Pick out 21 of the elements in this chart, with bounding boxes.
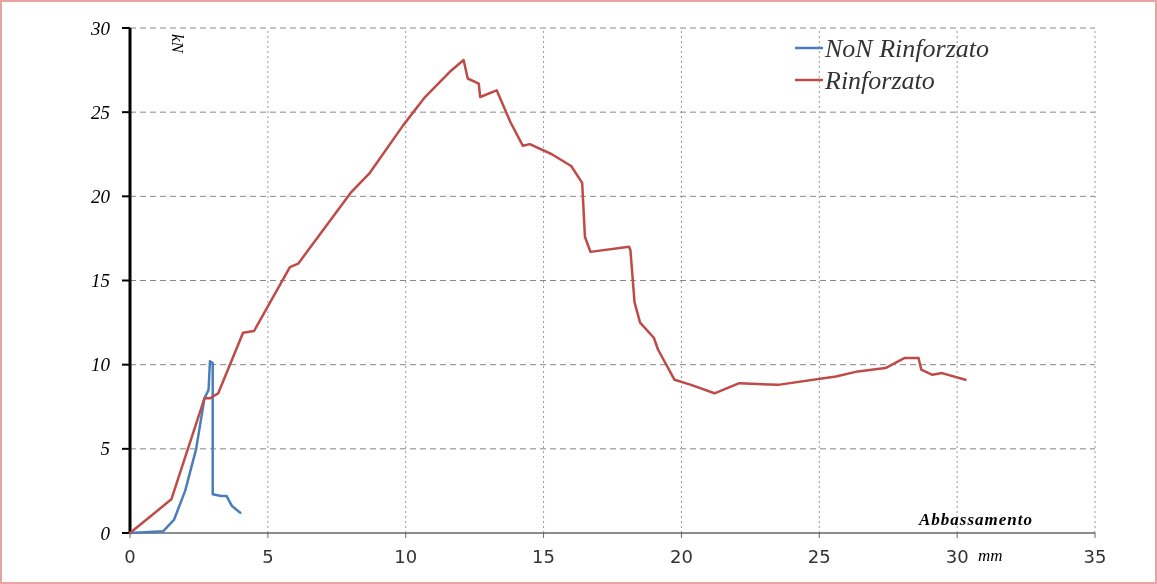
x-tick-label: 5 bbox=[262, 546, 274, 567]
legend-label: NoN Rinforzato bbox=[824, 34, 989, 64]
x-tick-label: 35 bbox=[1083, 546, 1107, 567]
legend-label: Rinforzato bbox=[824, 66, 935, 96]
y-tick-label: 5 bbox=[100, 438, 110, 460]
text: mm bbox=[978, 546, 1003, 565]
y-tick-label: 25 bbox=[91, 101, 110, 123]
x-tick-label: 20 bbox=[669, 546, 693, 567]
y-axis-title: kN bbox=[168, 34, 187, 55]
y-tick-label: 20 bbox=[91, 185, 111, 207]
line-series bbox=[128, 360, 242, 535]
x-tick-label: 15 bbox=[532, 546, 556, 567]
y-tick-label: 30 bbox=[90, 17, 111, 39]
y-tick-label: 15 bbox=[91, 270, 110, 292]
x-tick-label: 25 bbox=[807, 546, 831, 567]
y-tick-label: 0 bbox=[100, 522, 111, 544]
x-tick-label: 10 bbox=[394, 546, 418, 567]
x-tick-label: 0 bbox=[124, 546, 136, 567]
x-axis-title: Abbassamento bbox=[917, 510, 1033, 529]
x-tick-label: 30 bbox=[945, 546, 969, 567]
y-tick-label: 10 bbox=[91, 354, 111, 376]
